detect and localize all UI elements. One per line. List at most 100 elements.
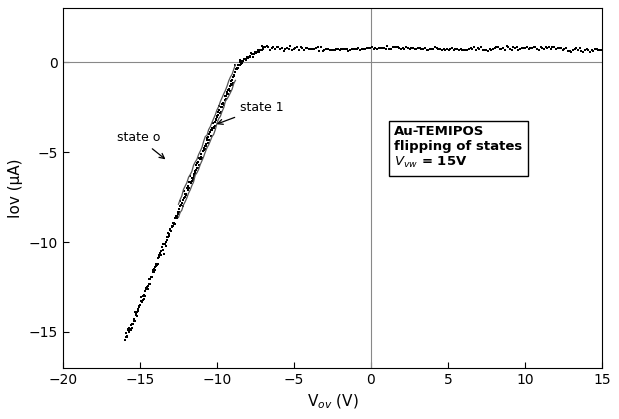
Point bbox=[176, 200, 186, 207]
Point bbox=[253, 47, 262, 54]
Point bbox=[190, 167, 200, 174]
Point bbox=[389, 44, 399, 50]
Point bbox=[313, 44, 322, 51]
Point bbox=[417, 46, 426, 52]
Point bbox=[199, 145, 209, 151]
Point bbox=[225, 88, 235, 94]
Point bbox=[274, 44, 284, 50]
Point bbox=[178, 203, 188, 210]
Point bbox=[480, 47, 490, 53]
Point bbox=[447, 44, 457, 51]
Point bbox=[145, 280, 155, 287]
Point bbox=[254, 48, 264, 55]
Point bbox=[282, 45, 292, 52]
Point bbox=[185, 178, 195, 185]
Point bbox=[314, 47, 324, 54]
Point bbox=[228, 79, 238, 86]
Point bbox=[301, 45, 311, 52]
Point bbox=[136, 301, 145, 308]
Point bbox=[149, 265, 158, 272]
Point bbox=[560, 45, 569, 52]
Point bbox=[392, 44, 402, 51]
Point bbox=[466, 45, 476, 52]
Point bbox=[522, 44, 532, 51]
Point bbox=[184, 185, 194, 192]
Point bbox=[135, 302, 145, 308]
Point bbox=[160, 241, 170, 247]
Point bbox=[546, 45, 556, 52]
Point bbox=[208, 120, 218, 127]
Point bbox=[136, 293, 146, 300]
Point bbox=[207, 124, 217, 131]
Point bbox=[498, 44, 508, 51]
Point bbox=[132, 309, 142, 316]
Point bbox=[144, 281, 154, 287]
Point bbox=[563, 48, 573, 54]
Point bbox=[556, 44, 566, 51]
Point bbox=[483, 48, 493, 54]
Point bbox=[258, 43, 267, 50]
Point bbox=[146, 273, 156, 280]
Point bbox=[275, 46, 285, 52]
Point bbox=[487, 46, 496, 53]
Point bbox=[230, 69, 240, 75]
Point bbox=[311, 45, 321, 52]
Point bbox=[495, 46, 504, 52]
Point bbox=[437, 47, 447, 54]
Point bbox=[553, 45, 563, 52]
Point bbox=[122, 334, 132, 340]
Point bbox=[571, 45, 581, 52]
Point bbox=[168, 220, 178, 226]
Point bbox=[230, 61, 240, 68]
Point bbox=[165, 231, 175, 238]
Point bbox=[193, 164, 203, 171]
Point bbox=[485, 46, 495, 53]
Point bbox=[299, 46, 309, 53]
Point bbox=[195, 155, 205, 162]
Point bbox=[186, 178, 196, 184]
Point bbox=[535, 44, 545, 50]
Point bbox=[292, 43, 302, 50]
Point bbox=[367, 44, 377, 51]
Point bbox=[204, 131, 214, 137]
Point bbox=[406, 45, 416, 52]
Point bbox=[379, 44, 389, 51]
Point bbox=[488, 45, 498, 52]
Point bbox=[585, 49, 595, 55]
Point bbox=[378, 45, 387, 52]
Point bbox=[224, 85, 234, 92]
Point bbox=[210, 119, 220, 126]
Point bbox=[182, 184, 192, 191]
Point bbox=[568, 47, 578, 53]
Point bbox=[231, 66, 241, 73]
Point bbox=[199, 146, 209, 153]
Point bbox=[446, 46, 456, 52]
Point bbox=[582, 46, 592, 53]
Point bbox=[549, 44, 559, 50]
Point bbox=[240, 56, 250, 62]
Point bbox=[555, 45, 565, 52]
Point bbox=[204, 134, 214, 140]
Point bbox=[228, 74, 238, 81]
Point bbox=[263, 44, 273, 50]
Point bbox=[163, 230, 173, 236]
Point bbox=[403, 45, 413, 52]
Point bbox=[227, 76, 236, 83]
Point bbox=[493, 44, 503, 51]
Point bbox=[191, 162, 201, 168]
Point bbox=[384, 46, 394, 52]
Point bbox=[478, 47, 488, 53]
Point bbox=[153, 261, 163, 268]
Point bbox=[265, 46, 275, 53]
Point bbox=[500, 46, 510, 53]
Point bbox=[154, 254, 164, 261]
Point bbox=[147, 274, 157, 281]
Point bbox=[197, 154, 207, 161]
Point bbox=[241, 56, 251, 62]
Point bbox=[319, 46, 329, 53]
Point bbox=[318, 48, 327, 55]
Point bbox=[144, 275, 154, 282]
Point bbox=[539, 46, 549, 52]
Point bbox=[220, 97, 230, 104]
Point bbox=[347, 45, 357, 52]
